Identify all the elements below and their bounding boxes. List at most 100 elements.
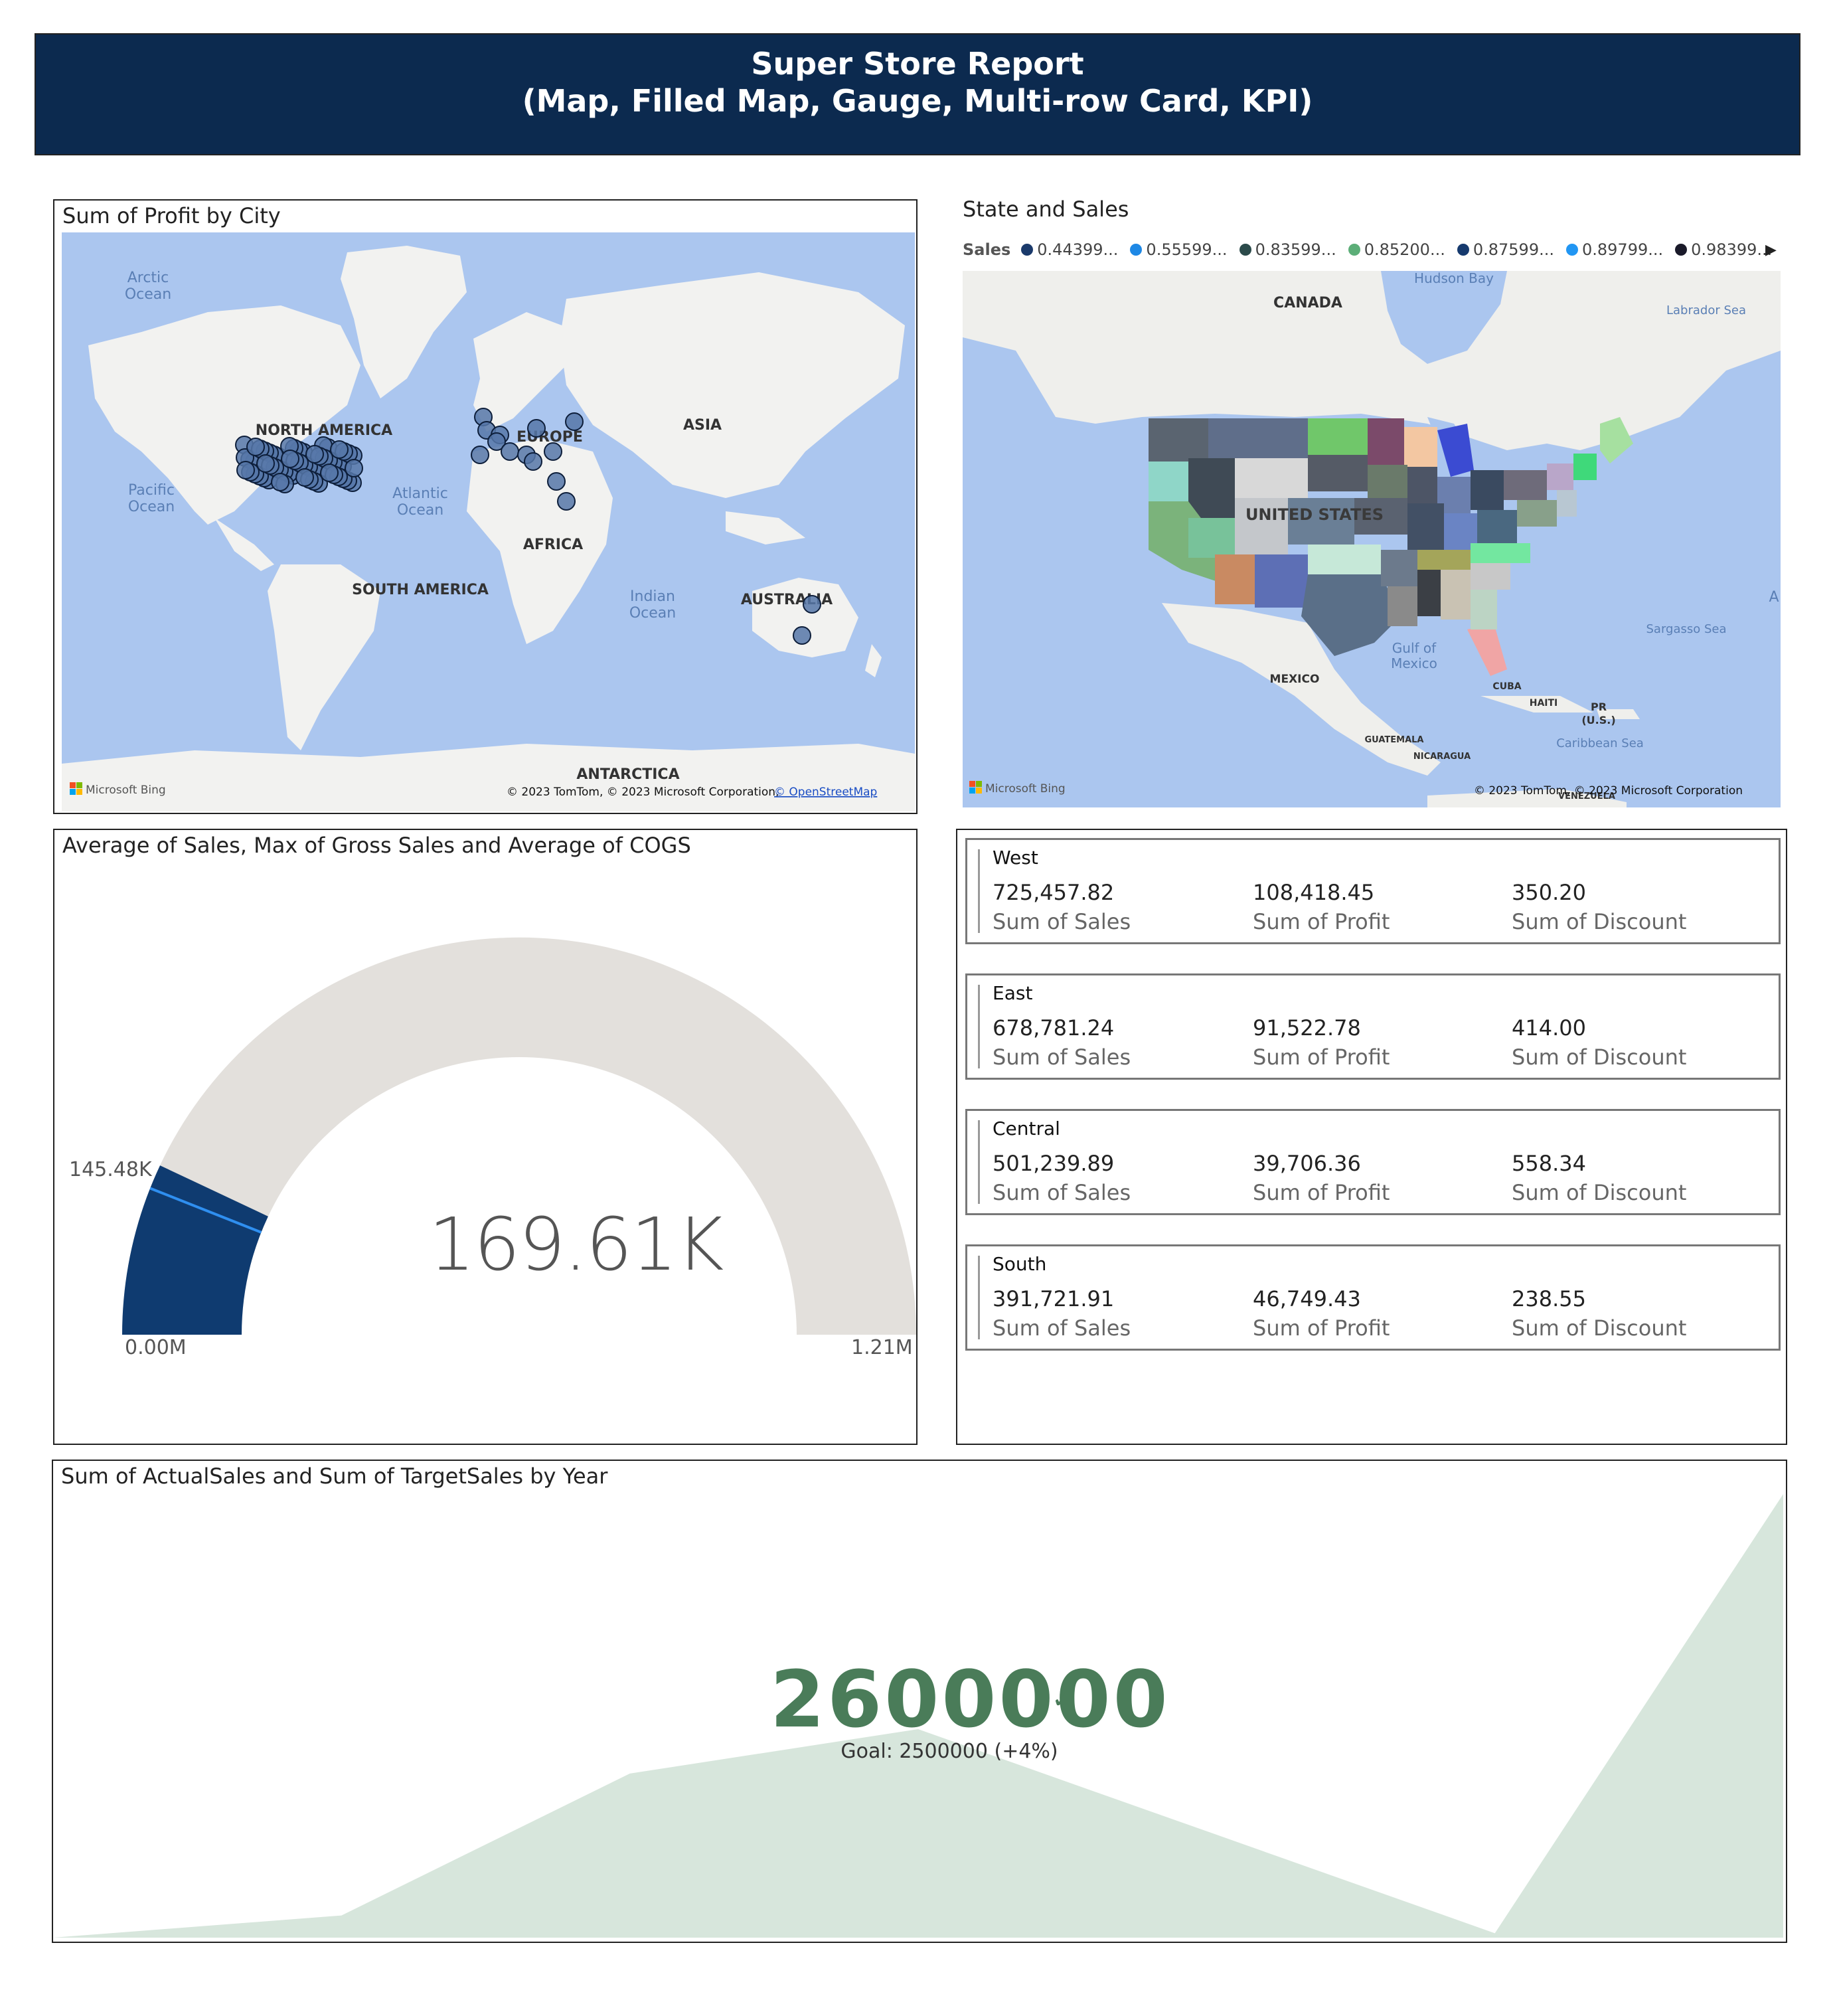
us-map-svg[interactable]: Hudson Bay CANADA Labrador Sea UNITED ST… [963, 270, 1781, 807]
world-map-svg[interactable]: Arctic Ocean Pacific Ocean Atlantic Ocea… [62, 232, 915, 811]
legend-dot [1239, 244, 1251, 256]
us-map[interactable]: Hudson Bay CANADA Labrador Sea UNITED ST… [963, 270, 1781, 807]
legend-label: 0.87599... [1473, 240, 1554, 259]
guatemala-label: GUATEMALA [1365, 735, 1424, 745]
gauge-svg[interactable] [54, 830, 919, 1446]
city-bubble[interactable] [295, 468, 314, 487]
gauge-min-label: 0.00M [125, 1336, 187, 1359]
card-accent-bar [978, 1256, 980, 1339]
city-bubble[interactable] [557, 492, 576, 511]
legend-label: 0.83599... [1255, 240, 1336, 259]
openstreetmap-link[interactable]: © OpenStreetMap [774, 786, 877, 799]
card-accent-bar [978, 849, 980, 933]
card-row-south[interactable]: South 391,721.91 46,749.43 238.55 Sum of… [965, 1244, 1781, 1351]
city-bubble[interactable] [793, 626, 811, 645]
card-profit-label: Sum of Profit [1253, 1045, 1390, 1070]
gauge-max-label: 1.21M [851, 1336, 913, 1359]
profit-map-visual[interactable]: Sum of Profit by City [53, 199, 918, 814]
bing-logo-text: Microsoft Bing [985, 782, 1066, 796]
city-bubble[interactable] [330, 440, 349, 459]
gauge-target-label: 145.48K [69, 1158, 152, 1181]
card-row-east[interactable]: East 678,781.24 91,522.78 414.00 Sum of … [965, 973, 1781, 1080]
card-profit-label: Sum of Profit [1253, 909, 1390, 934]
city-bubble[interactable] [501, 442, 519, 461]
antarctica-label: ANTARCTICA [576, 766, 679, 783]
card-row-central[interactable]: Central 501,239.89 39,706.36 558.34 Sum … [965, 1109, 1781, 1215]
sales-legend[interactable]: Sales 0.44399... 0.55599... 0.83599... 0… [963, 236, 1784, 263]
labrador-sea-label: Labrador Sea [1666, 303, 1746, 317]
atlantic-partial-label: A [1769, 589, 1779, 606]
city-bubble[interactable] [281, 450, 299, 468]
europe-label: EUROPE [517, 429, 583, 446]
report-subtitle: (Map, Filled Map, Gauge, Multi-row Card,… [522, 83, 1313, 119]
bing-logo-text: Microsoft Bing [86, 784, 166, 797]
city-bubble[interactable] [305, 445, 324, 463]
city-bubble[interactable] [271, 473, 289, 491]
profit-map-title: Sum of Profit by City [62, 203, 281, 228]
city-bubble[interactable] [320, 463, 339, 482]
asia-label: ASIA [683, 417, 722, 434]
kpi-trend-svg [53, 1494, 1783, 1938]
arctic-label-2: Ocean [125, 286, 171, 303]
card-discount-value: 238.55 [1512, 1286, 1586, 1311]
state-shapes[interactable] [1149, 417, 1633, 656]
kpi-title: Sum of ActualSales and Sum of TargetSale… [61, 1464, 608, 1489]
south-america-label: SOUTH AMERICA [352, 582, 489, 598]
city-bubble[interactable] [487, 432, 506, 451]
sales-filled-map-visual[interactable]: State and Sales Sales 0.44399... 0.55599… [960, 197, 1783, 810]
pr-label-2: (U.S.) [1581, 714, 1615, 726]
city-bubble[interactable] [803, 595, 821, 614]
legend-item[interactable]: 0.44399... [1021, 240, 1118, 259]
arctic-label: Arctic [127, 270, 169, 286]
kpi-visual[interactable]: Sum of ActualSales and Sum of TargetSale… [52, 1460, 1787, 1943]
caribbean-sea-label: Caribbean Sea [1556, 736, 1644, 750]
gauge-visual[interactable]: Average of Sales, Max of Gross Sales and… [53, 829, 918, 1445]
legend-next-icon[interactable]: ▶ [1765, 242, 1777, 258]
legend-nav: ▶ [960, 236, 1783, 263]
legend-item[interactable]: 0.98399... [1675, 240, 1772, 259]
city-bubble[interactable] [236, 461, 255, 479]
city-bubble[interactable] [565, 412, 584, 431]
gulf-label: Gulf of [1392, 640, 1437, 656]
city-bubble[interactable] [471, 446, 489, 464]
card-row-west[interactable]: West 725,457.82 108,418.45 350.20 Sum of… [965, 838, 1781, 944]
africa-label: AFRICA [523, 537, 583, 553]
gauge-track [121, 937, 916, 1335]
united-states-label: UNITED STATES [1245, 505, 1384, 524]
card-accent-bar [978, 1120, 980, 1204]
city-bubble[interactable] [524, 452, 542, 471]
multi-row-card-visual[interactable]: West 725,457.82 108,418.45 350.20 Sum of… [956, 829, 1787, 1445]
legend-item[interactable]: 0.55599... [1130, 240, 1228, 259]
card-region: South [993, 1253, 1047, 1275]
legend-label: 0.85200... [1364, 240, 1445, 259]
card-discount-value: 558.34 [1512, 1151, 1586, 1176]
legend-item[interactable]: 0.85200... [1348, 240, 1445, 259]
indian-label: Indian [630, 588, 675, 605]
gauge-title: Average of Sales, Max of Gross Sales and… [62, 833, 691, 858]
card-profit-value: 108,418.45 [1253, 880, 1375, 905]
city-bubble[interactable] [547, 472, 566, 491]
card-sales-label: Sum of Sales [993, 1045, 1131, 1070]
legend-dot [1348, 244, 1360, 256]
gauge-value: 169.61K [428, 1202, 724, 1287]
cuba-label: CUBA [1492, 681, 1521, 692]
city-bubble[interactable] [246, 438, 265, 456]
atlantic-label: Atlantic [392, 485, 448, 502]
city-bubble[interactable] [256, 454, 275, 473]
card-discount-label: Sum of Discount [1512, 1315, 1687, 1341]
report-header: Super Store Report (Map, Filled Map, Gau… [35, 33, 1800, 155]
city-bubble[interactable] [527, 419, 546, 438]
world-map[interactable]: Arctic Ocean Pacific Ocean Atlantic Ocea… [62, 232, 915, 811]
pacific-label: Pacific [128, 482, 175, 499]
legend-dot [1675, 244, 1688, 256]
city-bubble[interactable] [544, 442, 562, 461]
legend-item[interactable]: 0.83599... [1239, 240, 1336, 259]
city-bubble[interactable] [345, 459, 363, 477]
legend-label: 0.44399... [1037, 240, 1119, 259]
city-bubbles[interactable] [235, 408, 821, 645]
legend-item[interactable]: 0.89799... [1565, 240, 1663, 259]
legend-item[interactable]: 0.87599... [1457, 240, 1554, 259]
north-america-label: NORTH AMERICA [256, 422, 392, 439]
card-sales-label: Sum of Sales [993, 909, 1131, 934]
kpi-value: 2600000 [770, 1653, 1170, 1745]
